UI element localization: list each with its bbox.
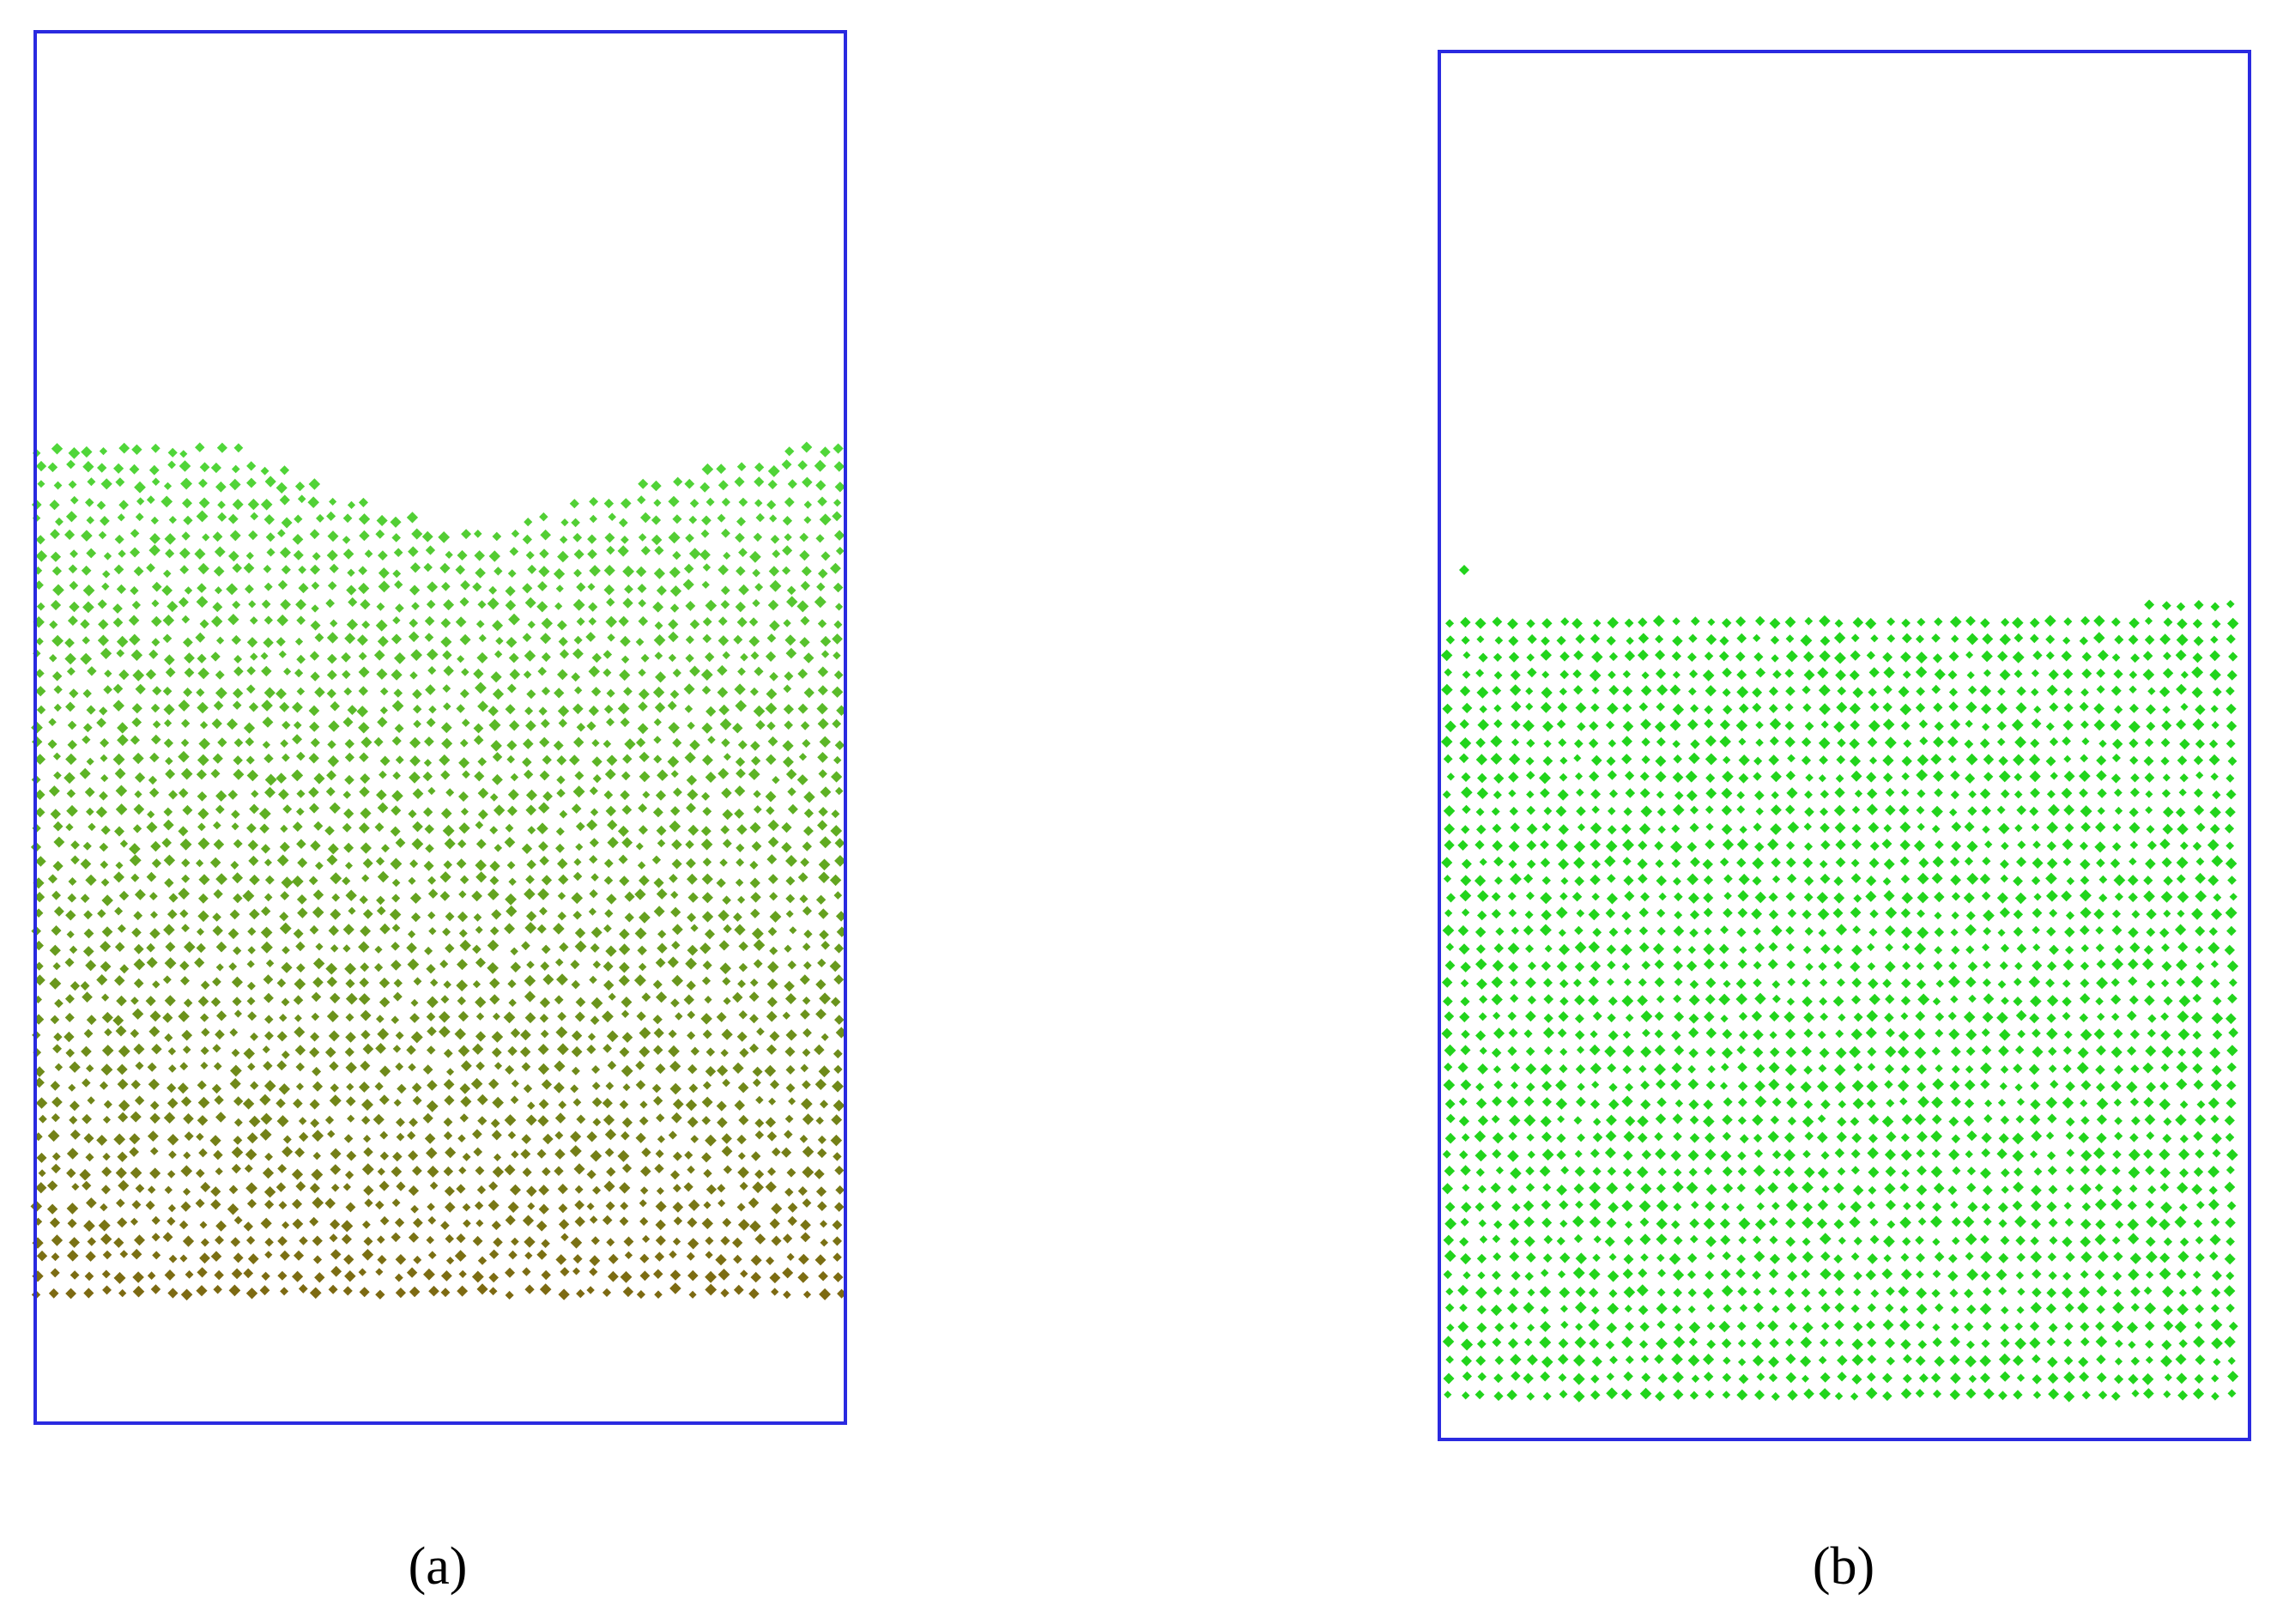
panel-a: (a) [30,30,848,1596]
tank-boundary [33,30,847,1425]
panel-label: (a) [409,1537,468,1596]
particles [30,441,848,1301]
tank-boundary [1438,50,2251,1441]
particles [1440,565,2239,1403]
panel-label: (b) [1813,1537,1874,1596]
panel-b: (b) [1438,50,2251,1596]
